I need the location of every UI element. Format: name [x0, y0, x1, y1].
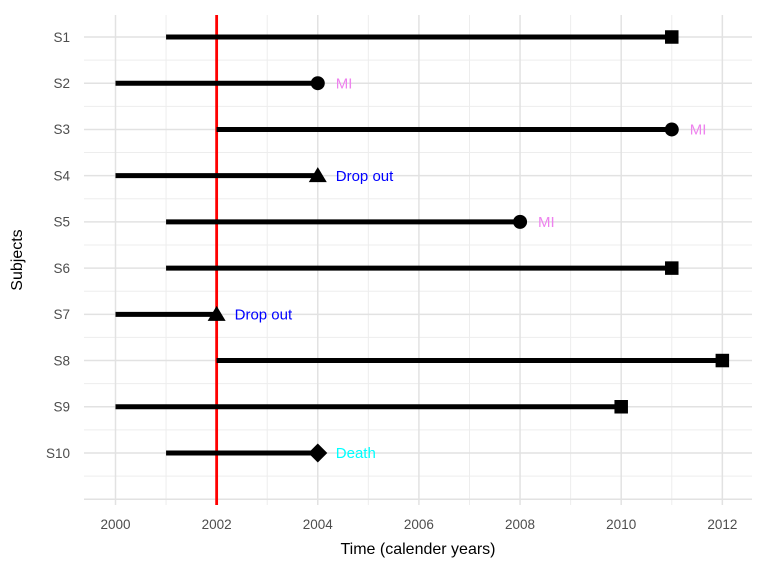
- y-tick-label-s2: S2: [53, 76, 70, 91]
- x-tick-label: 2002: [202, 517, 232, 532]
- marker-circle-s5: [513, 214, 528, 229]
- y-tick-label-s7: S7: [53, 307, 70, 322]
- event-label-s7: Drop out: [235, 307, 293, 324]
- y-tick-label-s4: S4: [53, 168, 70, 183]
- x-tick-label: 2010: [606, 517, 636, 532]
- marker-circle-s3: [664, 122, 679, 137]
- marker-circle-s2: [310, 76, 325, 91]
- y-axis-title: Subjects: [9, 229, 26, 291]
- x-tick-label: 2012: [707, 517, 737, 532]
- marker-triangle-s7: [207, 305, 226, 321]
- y-tick-label-s8: S8: [53, 353, 70, 368]
- marker-square-s6: [665, 261, 679, 275]
- y-tick-label-s3: S3: [53, 122, 70, 137]
- event-label-s5: MI: [538, 214, 555, 231]
- marker-diamond-s10: [308, 443, 328, 463]
- x-axis-title: Time (calender years): [340, 541, 496, 558]
- y-tick-label-s1: S1: [53, 30, 70, 45]
- marker-triangle-s4: [308, 167, 327, 183]
- event-label-s3: MI: [690, 122, 707, 139]
- y-tick-label-s9: S9: [53, 400, 70, 415]
- marker-square-s9: [614, 400, 628, 414]
- y-tick-label-s5: S5: [53, 215, 70, 230]
- y-tick-label-s6: S6: [53, 261, 70, 276]
- x-tick-label: 2008: [505, 517, 535, 532]
- y-tick-label-s10: S10: [46, 446, 70, 461]
- marker-square-s8: [715, 353, 730, 368]
- x-tick-label: 2004: [303, 517, 334, 532]
- event-label-s2: MI: [336, 75, 353, 92]
- event-label-s10: Death: [336, 445, 376, 462]
- x-tick-label: 2000: [100, 517, 130, 532]
- x-tick-label: 2006: [404, 517, 434, 532]
- marker-square-s1: [665, 30, 679, 44]
- event-label-s4: Drop out: [336, 168, 394, 185]
